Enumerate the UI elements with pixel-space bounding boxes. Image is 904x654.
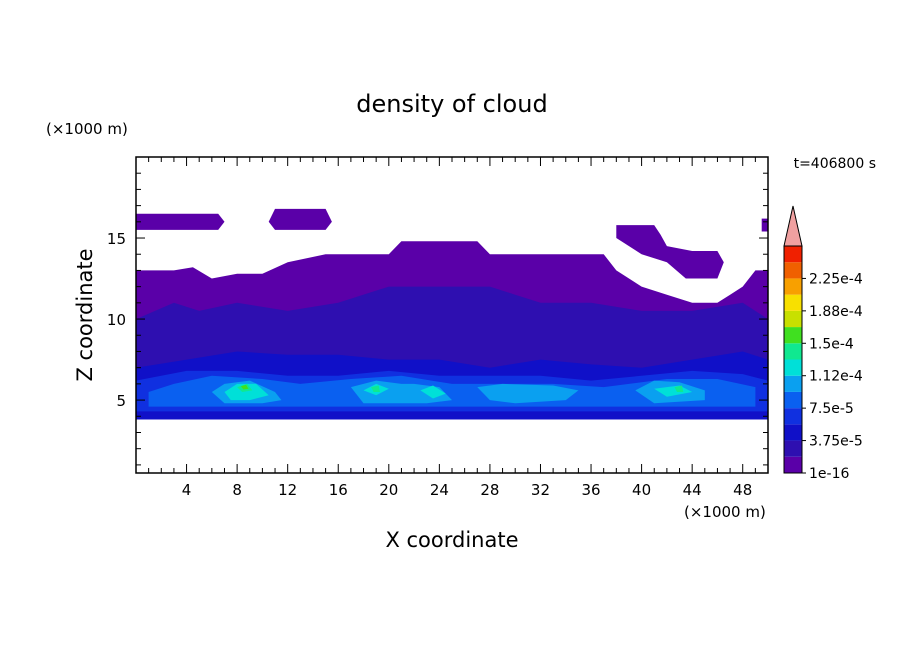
colorbar-swatch [784,424,802,441]
x-tick-label: 40 [632,481,651,499]
contour-region-level-6 [224,383,269,401]
contour-region-level-0 [268,208,332,230]
contour-region-level-6 [420,385,446,399]
colorbar-swatch [784,440,802,457]
colorbar: 1e-16 3.75e-5 7.5e-5 1.12e-4 1.5e-4 1.88e-4 2.… [783,205,863,482]
colorbar-swatch [784,343,802,360]
colorbar-label: 7.5e-5 [809,401,854,417]
x-axis-label: X coordinate [385,528,518,552]
x-tick-label: 28 [480,481,499,499]
x-tick-label: 4 [182,481,192,499]
colorbar-frame [783,245,803,474]
colorbar-swatch [784,246,802,263]
colorbar-label: 2.25e-4 [809,271,863,287]
x-tick-label: 24 [430,481,449,499]
y-unit-label: (×1000 m) [46,120,128,138]
contour-region-level-0 [616,225,724,279]
contour-region-level-8 [240,384,249,390]
colorbar-label: 1.12e-4 [809,369,863,385]
colorbar-swatch [784,278,802,295]
y-tick-label: 5 [116,392,126,410]
contour-region-level-4 [148,375,756,407]
contour-fill-area [136,208,768,420]
colorbar-extend-arrow [783,205,803,247]
contour-region-level-7 [371,385,380,392]
contour-region-level-7 [674,385,684,392]
contour-region-level-6 [654,385,693,397]
x-tick-label: 12 [278,481,297,499]
colorbar-label: 1.88e-4 [809,304,863,320]
y-tick-label: 15 [107,230,126,248]
colorbar-swatch [784,262,802,279]
x-tick-label: 20 [379,481,398,499]
x-unit-label: (×1000 m) [684,503,766,521]
colorbar-label: 1.5e-4 [809,336,854,352]
colorbar-swatch [784,294,802,311]
colorbar-swatch [784,456,802,473]
colorbar-swatch [784,310,802,328]
x-tick-label: 36 [581,481,600,499]
colorbar-label: 3.75e-5 [809,434,863,450]
x-tick-label: 48 [733,481,752,499]
time-label: t=406800 s [794,156,876,172]
x-tick-label: 32 [531,481,550,499]
colorbar-swatch [784,408,802,425]
colorbar-label: 1e-16 [809,466,849,482]
x-tick-label: 8 [232,481,242,499]
contour-region-level-0 [136,213,225,230]
colorbar-swatch [784,375,802,392]
x-tick-label: 44 [683,481,702,499]
colorbar-swatch [784,391,802,409]
x-tick-label: 16 [329,481,348,499]
colorbar-swatch [784,359,802,376]
chart-title: density of cloud [356,90,547,118]
contour-region-level-0 [761,218,768,232]
y-axis-label: Z coordinate [73,248,97,381]
contour-region-level-5 [477,383,579,404]
colorbar-swatch [784,327,802,344]
y-tick-label: 10 [107,311,126,329]
